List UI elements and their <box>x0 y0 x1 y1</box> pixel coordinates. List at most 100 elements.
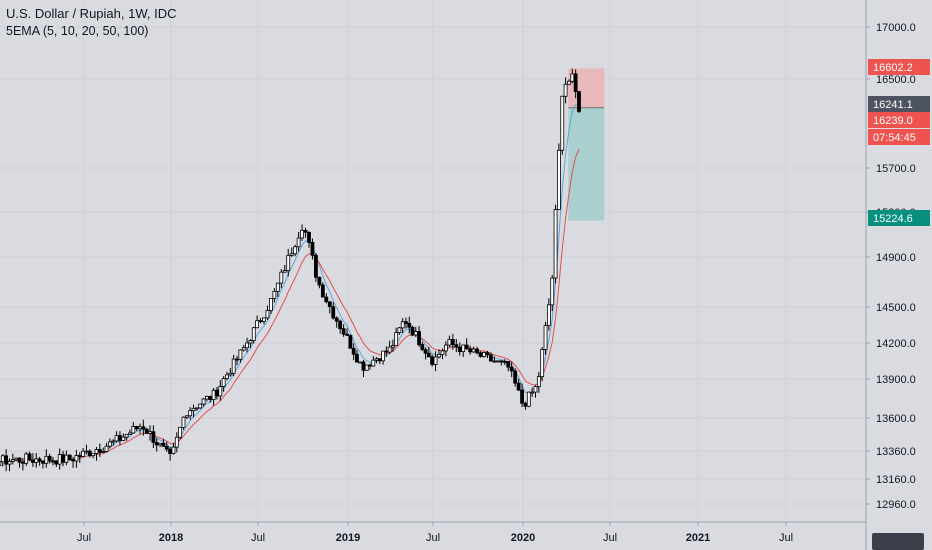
price-tag-box <box>868 96 930 112</box>
candle-body <box>107 441 112 447</box>
candle-body <box>417 331 421 345</box>
candles <box>0 68 581 472</box>
time-tick-label: 2019 <box>336 532 360 544</box>
candle-body <box>81 450 86 457</box>
candle-body <box>121 436 126 441</box>
candle-body <box>440 350 445 355</box>
candle-body <box>205 396 209 400</box>
price-tag-box <box>868 112 930 128</box>
candle-body <box>345 333 349 336</box>
candle-body <box>225 374 229 379</box>
price-tags: 16602.2 16241.1 16239.0 07:54:45 15224.6 <box>868 59 930 226</box>
time-axis[interactable]: Jul 2018 Jul 2019 Jul 2020 Jul 2021 Jul <box>77 522 793 544</box>
candle-body <box>231 358 236 374</box>
trade-zones <box>568 68 605 221</box>
candle-body <box>279 271 284 284</box>
candle-body <box>148 431 152 434</box>
candle-body <box>296 237 301 248</box>
candle-body <box>111 440 116 443</box>
candle-body <box>526 391 531 407</box>
candle-body <box>94 449 99 454</box>
candle-body <box>374 358 379 361</box>
candle-body <box>543 325 548 350</box>
candle-body <box>314 254 318 278</box>
candle-body <box>536 376 541 387</box>
candle-body <box>255 320 260 329</box>
candle-body <box>358 361 363 364</box>
candle-body <box>573 73 578 93</box>
candle-body <box>208 396 213 400</box>
time-tick-label: 2020 <box>511 532 535 544</box>
price-tag-box <box>868 59 930 75</box>
candle-body <box>516 382 521 391</box>
candle-body <box>215 389 219 397</box>
candle-body <box>303 229 308 233</box>
candle-body <box>560 95 565 151</box>
candle-body <box>364 364 369 371</box>
candle-body <box>397 327 402 333</box>
candle-body <box>275 282 280 292</box>
candle-body <box>161 442 166 447</box>
candle-body <box>407 322 412 328</box>
candle-body <box>513 370 518 384</box>
candle-body <box>144 428 149 434</box>
time-tick-label: 2018 <box>159 532 183 544</box>
price-tag-label: 16239.0 <box>873 115 913 127</box>
candle-body <box>371 359 376 367</box>
candle-body <box>4 455 9 465</box>
candle-body <box>34 458 39 463</box>
time-tick-label: Jul <box>251 532 265 544</box>
candle-body <box>471 348 476 353</box>
candle-body <box>570 73 575 82</box>
candle-body <box>114 435 119 442</box>
price-tag-label: 15224.6 <box>873 213 913 225</box>
candle-body <box>423 349 428 354</box>
candle-body <box>341 328 346 335</box>
candle-body <box>134 426 139 430</box>
candle-body <box>530 391 535 394</box>
time-tick-label: Jul <box>779 532 793 544</box>
candle-body <box>17 457 22 463</box>
candle-body <box>361 361 366 371</box>
candle-body <box>502 361 507 363</box>
axis-settings-button[interactable] <box>872 533 924 550</box>
indicator-label[interactable]: 5EMA (5, 10, 20, 50, 100) <box>6 24 149 38</box>
candle-body <box>91 452 96 457</box>
candle-body <box>387 346 392 353</box>
candle-body <box>348 334 353 349</box>
candle-body <box>317 276 322 286</box>
candle-body <box>184 415 189 418</box>
candle-body <box>101 451 106 453</box>
candle-body <box>413 331 418 336</box>
candle-body <box>550 277 555 306</box>
candle-body <box>489 354 493 362</box>
price-tag-box <box>868 129 930 145</box>
candle-body <box>499 360 504 363</box>
candle-body <box>77 455 82 457</box>
price-tick-label: 14900.0 <box>876 252 916 264</box>
candle-body <box>141 426 146 430</box>
candle-body <box>400 321 405 329</box>
candle-body <box>118 435 122 441</box>
price-tick-label: 16500.0 <box>876 74 916 86</box>
candle-body <box>307 231 311 243</box>
candle-body <box>158 442 162 446</box>
candle-body <box>171 446 176 454</box>
candle-body <box>320 284 325 298</box>
candle-body <box>251 327 256 341</box>
price-axis[interactable]: 17000.016500.015700.015300.014900.014500… <box>866 22 916 511</box>
candle-body <box>211 389 216 400</box>
candle-body <box>540 349 545 378</box>
candle-body <box>533 386 538 393</box>
candle-body <box>377 358 382 362</box>
candle-body <box>265 310 270 319</box>
candle-body <box>433 356 438 365</box>
candle-body <box>293 246 298 255</box>
candle-body <box>51 460 55 463</box>
symbol-title[interactable]: U.S. Dollar / Rupiah, 1W, IDC <box>6 6 177 21</box>
candle-body <box>188 410 193 417</box>
price-tick-label: 17000.0 <box>876 22 916 34</box>
candle-body <box>509 366 514 372</box>
